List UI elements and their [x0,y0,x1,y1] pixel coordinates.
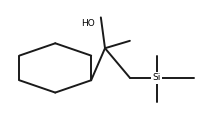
Text: Si: Si [153,73,161,82]
Text: HO: HO [81,19,95,28]
